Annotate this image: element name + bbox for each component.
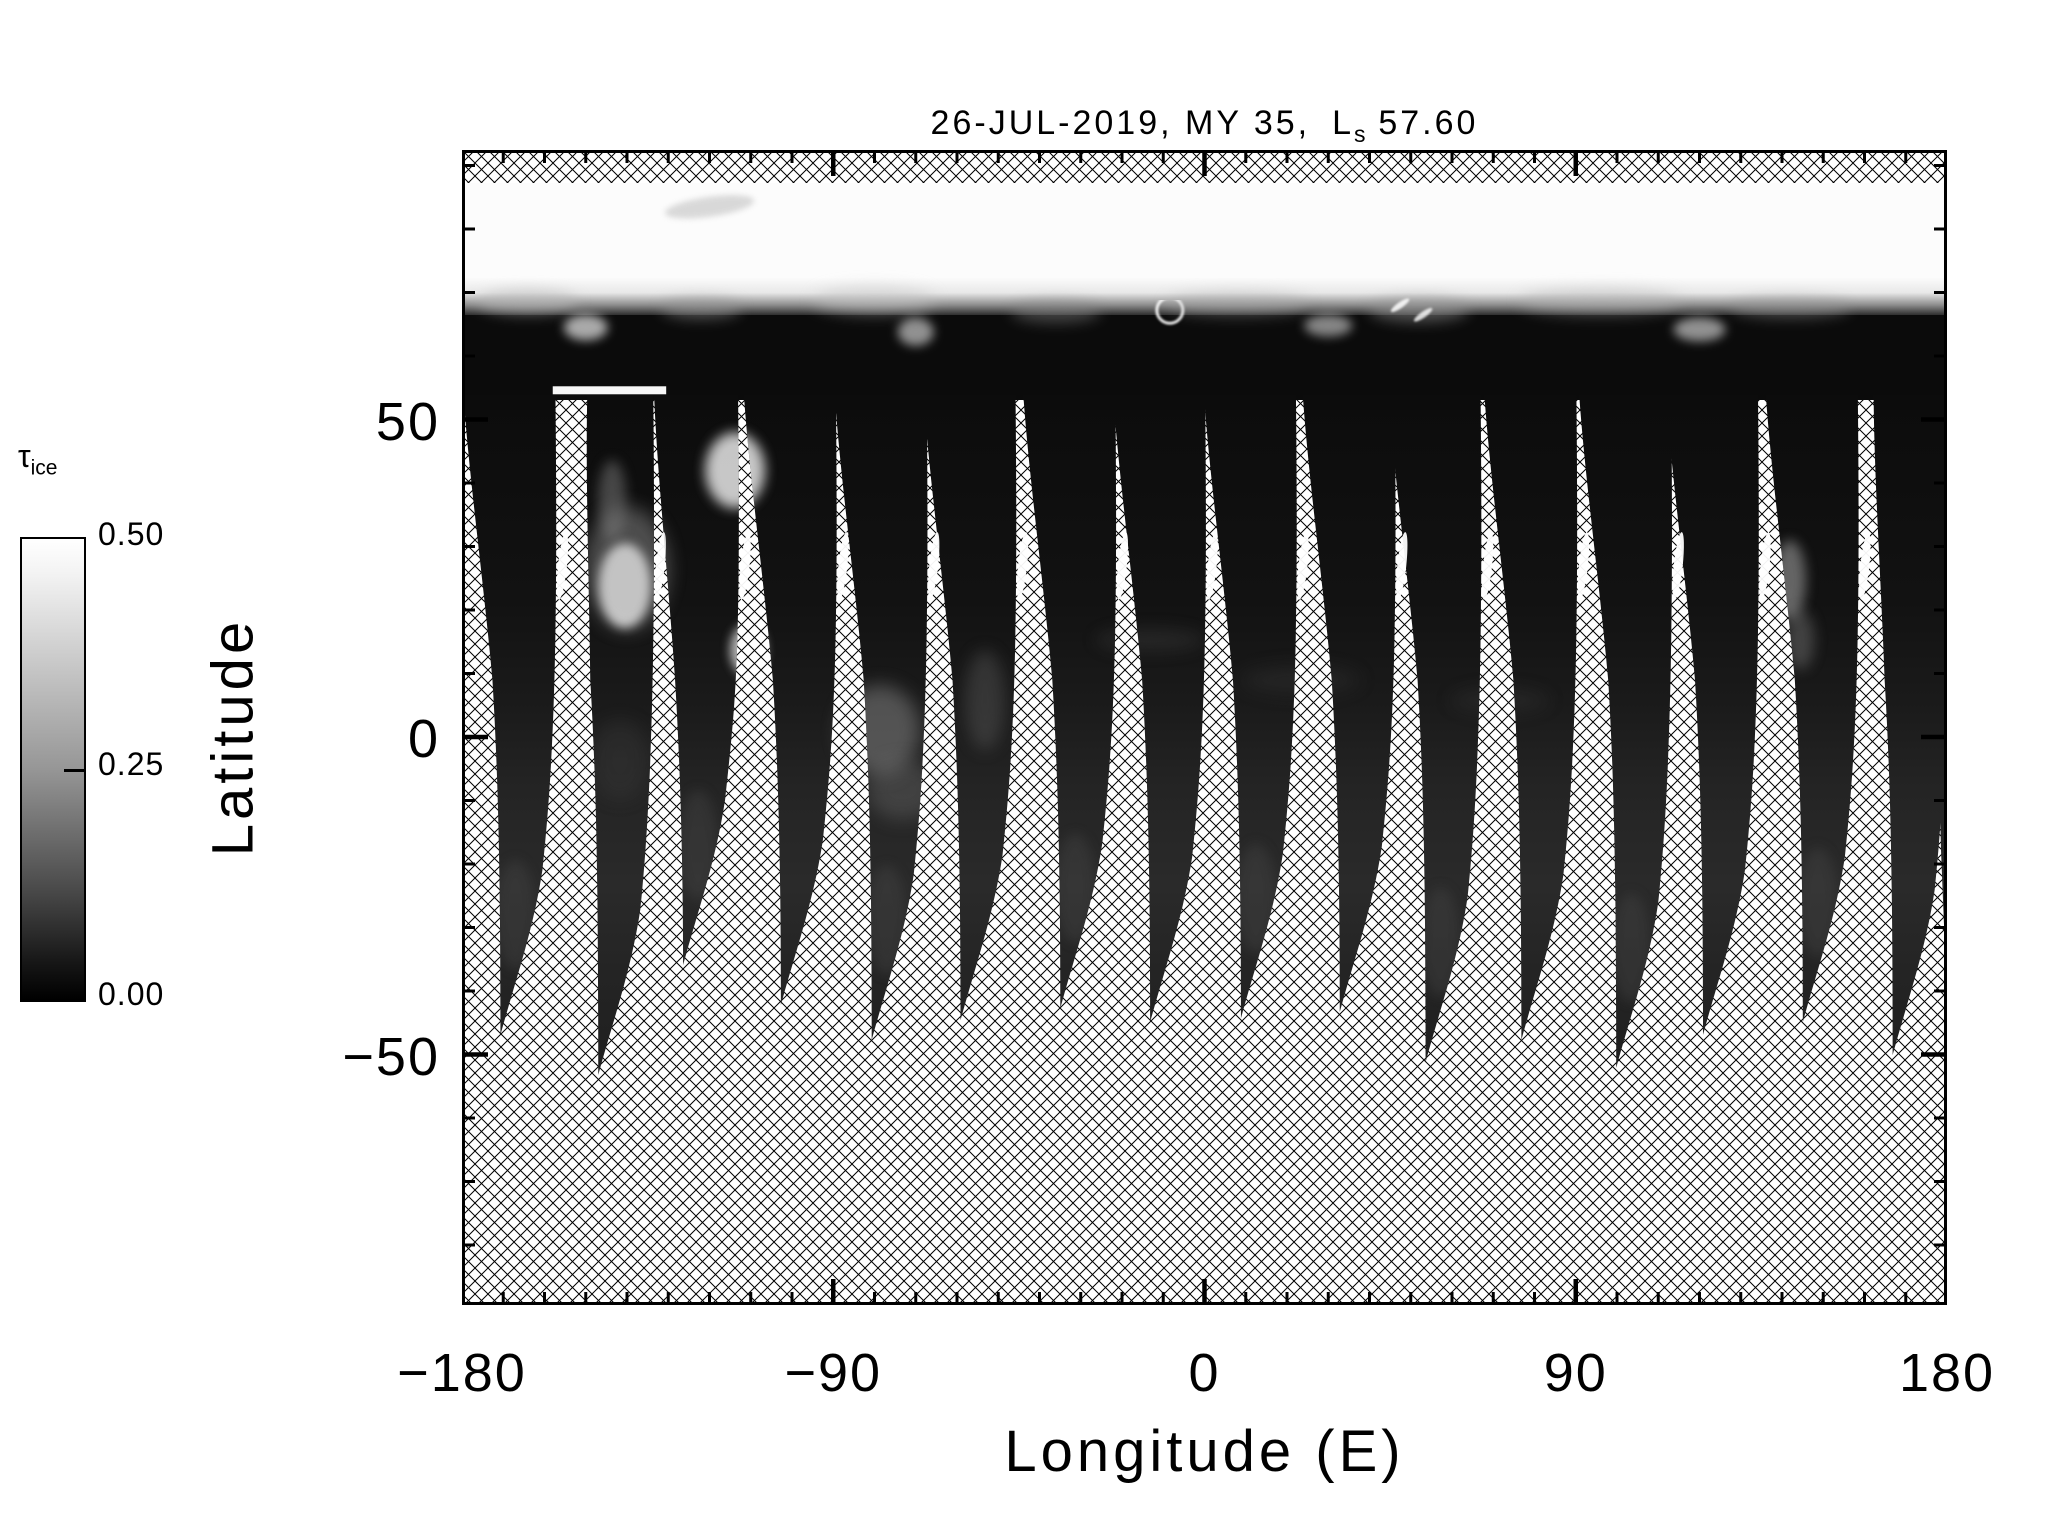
gap-sliver: [1577, 532, 1590, 600]
edge-feature: [664, 195, 755, 219]
gap-sliver: [927, 532, 940, 600]
edge-feature: [814, 287, 935, 314]
tail-dust-feature: [1235, 843, 1276, 954]
orbit-swath: [1302, 395, 1396, 1012]
edge-feature: [563, 314, 608, 341]
x-tick-label: −90: [784, 1343, 883, 1403]
tail-dust-feature: [866, 864, 907, 975]
x-tick-label: 90: [1543, 1343, 1608, 1403]
gap-sliver: [1672, 532, 1684, 600]
colorbar-tick-label-mid: 0.25: [98, 746, 165, 782]
slash-feature: [1390, 298, 1410, 312]
crater-ring-feature: [1155, 300, 1185, 325]
tail-dust-feature: [495, 859, 536, 970]
tail-dust-feature: [1797, 847, 1838, 958]
slash-feature: [1413, 307, 1433, 322]
colorbar-gradient: [20, 537, 86, 1002]
edge-feature: [1520, 289, 1681, 314]
orbit-swath: [463, 395, 557, 1035]
cloud-feature: [1095, 627, 1206, 652]
orbit-swath: [1113, 395, 1206, 1023]
x-tick-label: −180: [397, 1343, 527, 1403]
gap-sliver: [654, 532, 666, 600]
edge-feature: [1369, 297, 1469, 322]
orbit-swath: [1666, 395, 1759, 1035]
cloud-feature: [589, 719, 650, 800]
orbit-swath: [1388, 395, 1482, 1063]
gap-sliver: [556, 532, 569, 600]
gap-sliver: [1206, 532, 1218, 600]
edge-feature: [478, 290, 578, 315]
tail-dust-feature: [1420, 887, 1461, 998]
colorbar-mid-tick: [64, 768, 84, 772]
x-tick-label: 0: [1188, 1343, 1221, 1403]
map-plot-area: [459, 150, 1950, 1305]
north-polar-hood-band: [462, 183, 1947, 283]
orbit-swath: [654, 395, 739, 965]
y-tick-label: 50: [375, 391, 440, 452]
gap-sliver: [1016, 532, 1029, 600]
orbit-swath: [1203, 395, 1297, 1019]
gap-sliver: [1481, 532, 1494, 600]
tail-dust-feature: [1055, 833, 1096, 944]
colorbar-tick-label-min: 0.00: [98, 976, 165, 1012]
tail-dust-feature: [678, 789, 719, 900]
white-bar-artifact: [552, 386, 667, 395]
colorbar-quantity-label: τice: [18, 438, 58, 480]
cloud-feature: [585, 506, 669, 631]
gap-sliver: [1116, 532, 1129, 600]
plot-title-ls-value: 57.60: [1378, 104, 1479, 142]
gap-sliver: [739, 532, 751, 600]
edge-feature: [1011, 300, 1101, 323]
tau-ice-map-canvas: [459, 150, 1950, 1305]
edge-feature: [1673, 317, 1726, 342]
x-tick-label: 180: [1898, 1343, 1996, 1403]
plot-title-date: 26-JUL-2019, MY 35,: [930, 104, 1311, 142]
gap-sliver: [1759, 532, 1771, 600]
gap-sliver: [837, 532, 849, 600]
gap-sliver: [1859, 532, 1871, 600]
tail-dust-feature: [1611, 892, 1652, 1003]
plot-title-ls: L: [1332, 104, 1355, 142]
edge-feature: [1167, 293, 1308, 314]
cloud-feature: [1786, 609, 1815, 670]
orbit-swath: [1579, 395, 1672, 1068]
colorbar-tick-label-max: 0.50: [98, 516, 165, 552]
edge-feature: [1304, 314, 1353, 337]
y-tick-label: −50: [342, 1026, 440, 1087]
cloud-features: [495, 300, 1838, 1003]
orbit-swath: [1873, 395, 1949, 1056]
orbit-swath: [1023, 395, 1117, 1009]
cloud-feature: [965, 650, 1006, 751]
gap-sliver: [1396, 532, 1408, 600]
tau-subscript: ice: [30, 456, 58, 480]
orbit-swath: [1484, 395, 1578, 1040]
tau-symbol: τ: [18, 438, 31, 474]
edge-feature: [897, 317, 934, 346]
plot-title: 26-JUL-2019, MY 35, Ls 57.60: [462, 104, 1947, 148]
hood-edge-features: [478, 195, 1851, 395]
plot-title-ls-subscript: s: [1354, 120, 1369, 147]
y-tick-label: 0: [407, 709, 440, 769]
edge-feature: [1730, 297, 1851, 318]
plot-border: [462, 150, 1947, 1305]
x-axis-title: Longitude (E): [1004, 1419, 1405, 1484]
gap-top-slivers: [556, 532, 1871, 600]
cloud-feature: [598, 460, 627, 541]
gap-sliver: [1297, 532, 1309, 600]
orbit-swath: [743, 395, 837, 1005]
edge-feature: [661, 298, 742, 319]
cloud-feature: [705, 432, 766, 509]
